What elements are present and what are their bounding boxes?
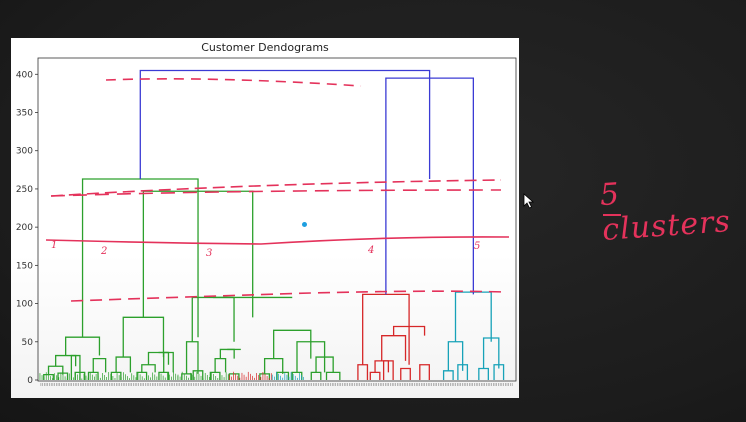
y-tick-label: 350 — [16, 109, 33, 119]
dendrogram-link — [65, 336, 101, 356]
cluster-mark: 4 — [367, 245, 374, 256]
y-tick-label: 250 — [16, 185, 33, 195]
dendrogram-link — [55, 354, 77, 367]
dendrogram-link — [139, 69, 431, 179]
cluster-mark: 3 — [206, 248, 212, 259]
cluster-mark: 1 — [51, 240, 57, 251]
dendrogram-link — [400, 367, 411, 380]
cluster-mark: 2 — [100, 246, 107, 257]
dendrogram-link — [447, 341, 464, 371]
dendrogram-link — [92, 357, 107, 373]
dendrogram-link — [310, 371, 322, 380]
cursor-dot — [302, 222, 307, 227]
dendrogram-link — [442, 370, 454, 380]
handwritten-line — [45, 236, 510, 245]
dendrogram-link — [273, 329, 312, 359]
handwritten-line — [105, 78, 362, 87]
dendrogram-link — [181, 373, 192, 380]
dendrogram-plot: 0 50 100 150 200 250 300 350 400 1 2 3 4 5 — [16, 57, 517, 386]
dendrogram-link — [259, 373, 271, 380]
y-tick-label: 200 — [16, 223, 33, 233]
y-tick-label: 150 — [16, 261, 33, 271]
dendrogram-link — [147, 351, 170, 365]
y-tick-label: 400 — [16, 70, 33, 80]
note-underline — [603, 214, 621, 216]
chart-title: Customer Dendograms — [201, 41, 329, 54]
dendrogram-link — [482, 337, 500, 369]
dendrogram-link — [263, 357, 284, 374]
y-tick-label: 0 — [27, 376, 33, 386]
y-tick-label: 300 — [16, 147, 33, 157]
dendrogram-link — [325, 371, 341, 380]
dendrogram-link — [369, 371, 381, 380]
dendrogram-link — [136, 371, 148, 380]
plot-frame — [37, 57, 517, 382]
dendrogram-link — [47, 365, 64, 375]
handwritten-line — [50, 179, 502, 197]
dendrogram-link — [291, 371, 303, 380]
cluster-mark: 5 — [474, 241, 480, 252]
dendrogram-link — [81, 178, 199, 338]
dendrogram-link — [454, 291, 492, 342]
dendrogram-link — [214, 357, 227, 373]
dendrogram-link — [357, 364, 369, 380]
dendrogram-link — [362, 293, 410, 365]
dendrogram-link — [122, 316, 165, 358]
dendrogram-link — [419, 364, 430, 380]
dendrogram-link — [478, 367, 489, 380]
handwritten-line — [70, 290, 507, 302]
mouse-pointer-icon — [523, 193, 535, 209]
chart-panel: 0 50 100 150 200 250 300 350 400 1 2 3 4 5 Customer … — [11, 38, 519, 398]
y-tick-label: 100 — [16, 300, 33, 310]
dendrogram-link — [219, 348, 235, 359]
handwritten-line — [50, 189, 502, 197]
handwritten-note: 5 clusters — [598, 176, 732, 248]
dendrogram-link — [185, 341, 199, 374]
dendrogram-link — [115, 356, 132, 373]
y-tick-label: 50 — [22, 338, 34, 348]
dendrogram-link — [141, 364, 156, 373]
dendrogram-link — [374, 360, 390, 373]
dendrogram-link — [381, 335, 407, 361]
